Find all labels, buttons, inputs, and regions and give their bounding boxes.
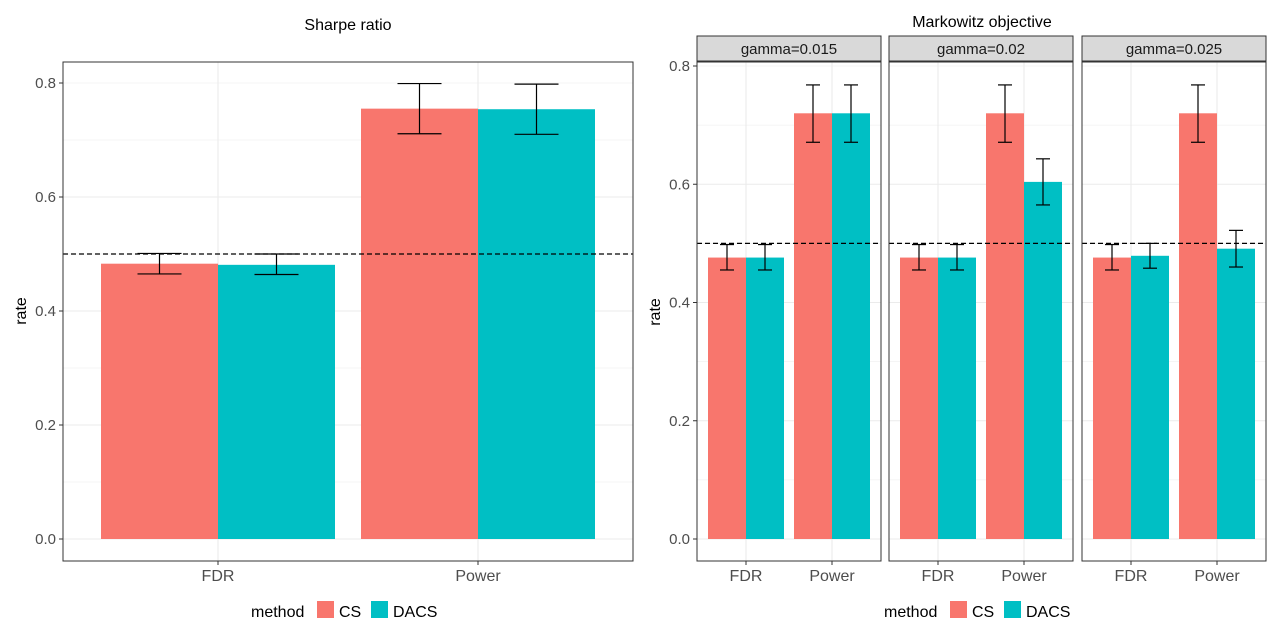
markowitz-bar-dacs-power [1217, 248, 1255, 540]
legend-left-dacs-label: DACS [393, 604, 437, 621]
sharpe-x-axis: FDR Power [202, 561, 501, 585]
markowitz-ytick-label: 0.8 [669, 58, 690, 75]
markowitz-y-axis: 0.0 0.2 0.4 0.6 0.8 [669, 58, 697, 548]
sharpe-ytick-label: 0.4 [35, 303, 56, 320]
markowitz-errorbar-cs-power [1191, 84, 1205, 143]
facet-strip-label: gamma=0.02 [937, 41, 1025, 58]
markowitz-errorbar-dacs-fdr [758, 243, 772, 271]
markowitz-errorbar-cs-fdr [1105, 243, 1119, 271]
markowitz-ylabel: rate [647, 298, 664, 326]
facet-strip-label: gamma=0.025 [1126, 41, 1222, 58]
facet-strip [1081, 35, 1267, 62]
markowitz-errorbar-dacs-fdr [950, 243, 964, 271]
markowitz-panel: Markowitz objective rate gamma=0.015 FDR P… [647, 14, 1267, 585]
markowitz-bar-cs-power [794, 113, 832, 540]
sharpe-y-axis: 0.0 0.2 0.4 0.6 0.8 [35, 75, 63, 548]
facet-strip [696, 35, 882, 62]
markowitz-title: Markowitz objective [912, 14, 1052, 31]
markowitz-ytick-label: 0.6 [669, 176, 690, 193]
sharpe-ytick-label: 0.0 [35, 531, 56, 548]
legend-left-title: method [251, 604, 304, 621]
facet-xtick-label: FDR [922, 568, 955, 585]
markowitz-bar-cs-power [1179, 113, 1217, 540]
facet-xtick-label: Power [1001, 568, 1047, 585]
markowitz-errorbar-cs-power [806, 84, 820, 143]
markowitz-bar-dacs-fdr [1131, 255, 1169, 539]
markowitz-bar-cs-fdr [900, 257, 938, 539]
markowitz-bar-dacs-fdr [746, 257, 784, 539]
facet-xtick-label: FDR [1115, 568, 1148, 585]
markowitz-bar-cs-fdr [1093, 257, 1131, 539]
legend-left-dacs-key [371, 601, 388, 618]
sharpe-bar-dacs-power [478, 109, 595, 539]
facet-3: gamma=0.025 FDR Power [1081, 35, 1267, 585]
legend-left-cs-label: CS [339, 604, 361, 621]
sharpe-ytick-label: 0.8 [35, 75, 56, 92]
markowitz-bar-dacs-fdr [938, 257, 976, 539]
markowitz-bar-dacs-power [832, 113, 870, 540]
sharpe-title: Sharpe ratio [304, 17, 391, 34]
sharpe-bars [101, 108, 595, 540]
markowitz-errorbar-dacs-power [844, 84, 858, 143]
sharpe-bar-cs-power [361, 108, 478, 540]
sharpe-xtick-label: Power [455, 568, 501, 585]
facet-plot-border [888, 61, 1074, 562]
sharpe-errorbar-cs-power [397, 82, 442, 135]
legend-left-cs-key [317, 601, 334, 618]
legend-right-cs-label: CS [972, 604, 994, 621]
sharpe-ytick-label: 0.2 [35, 417, 56, 434]
facet-strip-label: gamma=0.015 [741, 41, 837, 58]
legend-right-dacs-key [1004, 601, 1021, 618]
facet-plot-border [696, 61, 882, 562]
markowitz-bar-cs-power [986, 113, 1024, 540]
sharpe-ytick-label: 0.6 [35, 189, 56, 206]
sharpe-ylabel: rate [13, 297, 30, 325]
markowitz-errorbar-dacs-power [1036, 158, 1050, 206]
markowitz-errorbar-dacs-power [1229, 229, 1243, 268]
facet-xtick-label: Power [809, 568, 855, 585]
sharpe-xtick-label: FDR [202, 568, 235, 585]
markowitz-bar-dacs-power [1024, 181, 1062, 539]
facet-strip [888, 35, 1074, 62]
sharpe-error-bars [137, 82, 559, 276]
facet-2: gamma=0.02 FDR Power [888, 35, 1074, 585]
legend-left: method CS DACS [251, 601, 437, 621]
sharpe-bar-dacs-fdr [218, 264, 335, 539]
markowitz-ytick-label: 0.2 [669, 413, 690, 430]
facet-xtick-label: Power [1194, 568, 1240, 585]
facet-xtick-label: FDR [730, 568, 763, 585]
legend-right-title: method [884, 604, 937, 621]
legend-right-cs-key [950, 601, 967, 618]
sharpe-bar-cs-fdr [101, 263, 218, 539]
facet-1: gamma=0.015 FDR Power [696, 35, 882, 585]
markowitz-ytick-label: 0.4 [669, 295, 690, 312]
markowitz-bar-cs-fdr [708, 257, 746, 539]
legend-right: method CS DACS [884, 601, 1070, 621]
sharpe-errorbar-dacs-power [514, 83, 559, 135]
markowitz-errorbar-cs-fdr [720, 243, 734, 271]
legend-right-dacs-label: DACS [1026, 604, 1070, 621]
facet-plot-border [1081, 61, 1267, 562]
sharpe-panel: Sharpe ratio rate 0.0 0.2 0.4 0.6 0.8 FDR Pow… [13, 17, 634, 585]
markowitz-errorbar-cs-power [998, 84, 1012, 143]
markowitz-errorbar-cs-fdr [912, 243, 926, 271]
markowitz-ytick-label: 0.0 [669, 531, 690, 548]
